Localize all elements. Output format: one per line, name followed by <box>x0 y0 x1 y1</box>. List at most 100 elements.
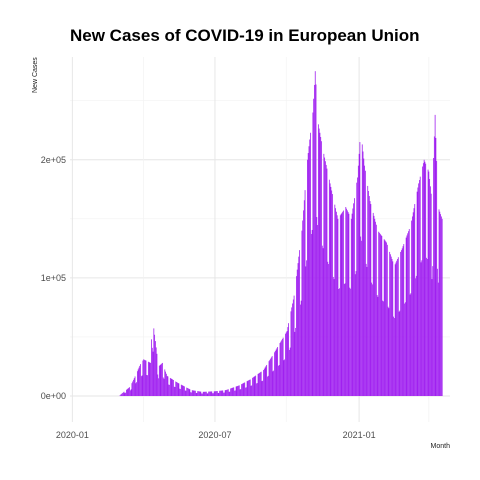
bar <box>349 287 351 397</box>
bar <box>218 392 220 397</box>
bar <box>403 244 405 397</box>
bar <box>281 339 283 397</box>
bar <box>142 360 144 397</box>
bar <box>314 71 316 397</box>
bar <box>295 327 297 397</box>
bar <box>439 211 441 397</box>
bar <box>172 379 174 397</box>
bar <box>209 391 211 397</box>
bar <box>151 339 152 397</box>
bar <box>357 165 359 397</box>
bar <box>252 377 254 397</box>
bar <box>301 230 303 397</box>
bar <box>133 379 134 397</box>
bar <box>266 364 268 397</box>
bar <box>169 377 171 397</box>
bar <box>235 386 237 397</box>
bar <box>297 263 299 397</box>
x-tick-label: 2020-01 <box>56 430 89 440</box>
bar <box>440 214 441 397</box>
bar <box>346 208 347 397</box>
bar <box>382 300 384 397</box>
bar <box>296 276 297 397</box>
bar <box>304 190 306 397</box>
bar <box>361 144 363 397</box>
bar <box>259 372 261 397</box>
bar <box>321 245 323 397</box>
bar <box>279 343 281 397</box>
bar <box>274 352 275 397</box>
bar <box>324 157 326 397</box>
bar <box>432 266 434 397</box>
bar <box>164 369 166 397</box>
bar <box>317 124 319 397</box>
y-axis-title: New Cases <box>32 57 39 93</box>
bar <box>246 381 248 397</box>
bar <box>350 218 352 397</box>
bar <box>251 385 253 397</box>
bar <box>201 393 203 397</box>
bar <box>261 381 263 397</box>
bar <box>152 351 154 397</box>
bar <box>404 303 405 397</box>
bar <box>155 341 156 397</box>
bar <box>212 393 213 397</box>
bar <box>169 384 170 397</box>
bar <box>335 208 337 397</box>
bar <box>144 360 146 397</box>
bar <box>159 365 161 397</box>
bar <box>183 385 185 397</box>
bar <box>194 390 195 397</box>
bar <box>317 225 318 397</box>
bar <box>430 193 432 397</box>
bar <box>394 264 396 397</box>
bar <box>438 209 440 397</box>
bar <box>425 163 427 397</box>
bar <box>120 394 122 397</box>
bar <box>236 386 238 397</box>
bar <box>356 182 358 397</box>
bar <box>154 334 156 397</box>
bar <box>437 282 439 397</box>
bar <box>240 389 242 397</box>
bar <box>426 258 428 397</box>
bar <box>196 393 198 397</box>
bar <box>220 390 221 397</box>
bar <box>319 132 321 397</box>
bar <box>320 136 322 397</box>
bar <box>195 392 197 397</box>
bar <box>198 391 200 397</box>
bar <box>210 391 212 397</box>
bar <box>422 166 423 397</box>
bar <box>412 212 414 397</box>
bar <box>288 349 290 397</box>
bar <box>386 242 387 397</box>
bar <box>223 392 225 397</box>
y-tick-label: 1e+05 <box>41 273 66 283</box>
bar <box>401 248 403 397</box>
bar <box>234 390 236 397</box>
bar <box>130 389 132 397</box>
bar <box>342 211 344 397</box>
bar <box>158 365 160 397</box>
bar <box>267 375 269 397</box>
bar <box>316 217 318 397</box>
bar <box>346 210 348 397</box>
bar <box>433 157 434 397</box>
bar <box>281 340 282 397</box>
bar <box>198 391 199 397</box>
bar <box>185 390 187 397</box>
bar <box>436 160 438 397</box>
bar <box>383 239 385 397</box>
bar <box>390 254 391 397</box>
bar <box>161 363 163 397</box>
bar <box>147 361 149 397</box>
bar <box>325 164 327 397</box>
bar <box>212 393 214 397</box>
bar <box>330 186 332 397</box>
bar <box>140 364 141 397</box>
bar <box>294 331 296 397</box>
bar <box>405 237 407 397</box>
bar <box>328 264 329 397</box>
bar <box>430 186 431 397</box>
